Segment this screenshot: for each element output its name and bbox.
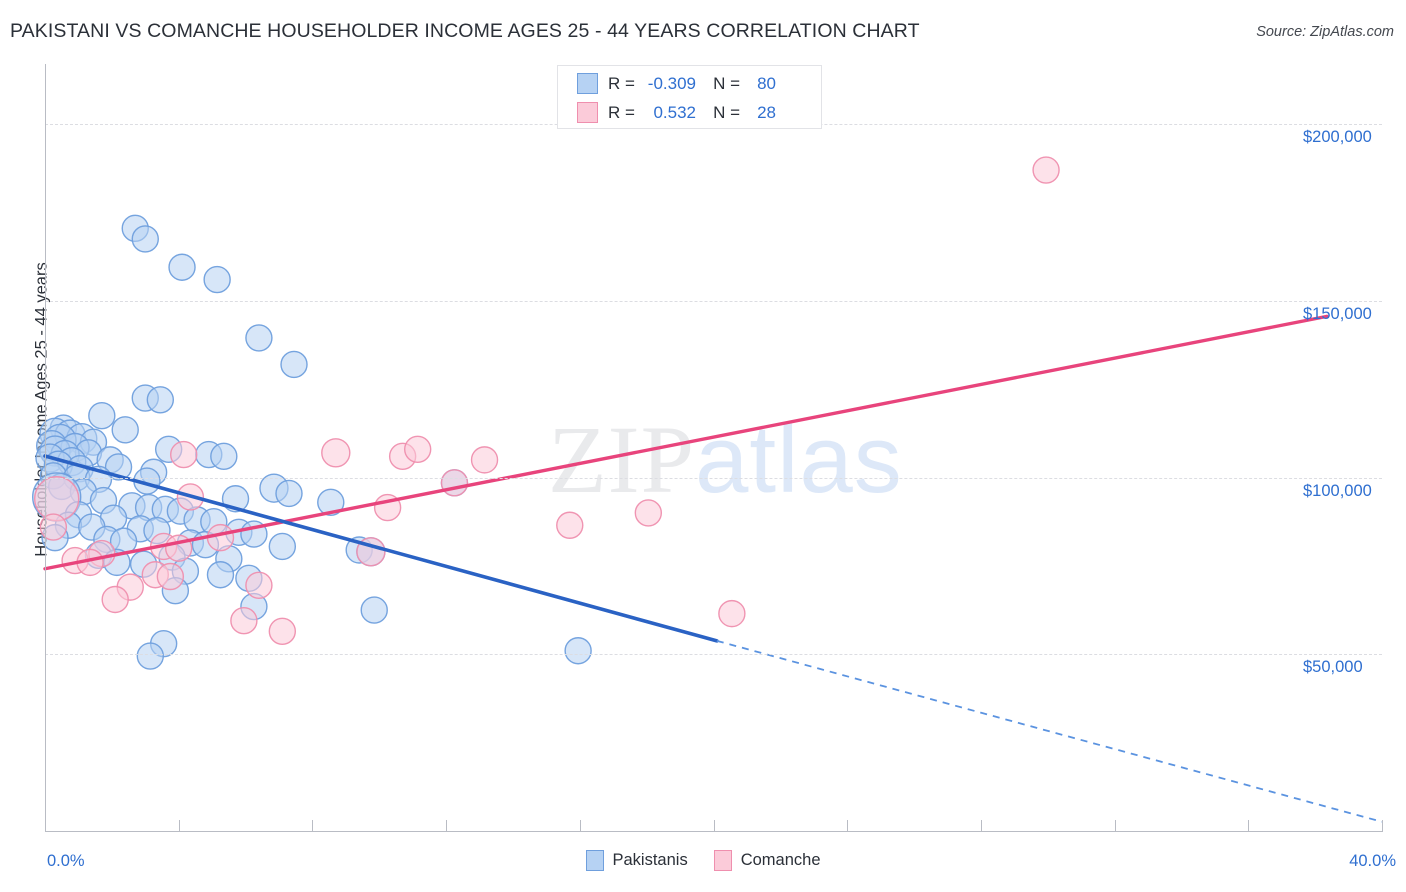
x-tick-mark — [713, 820, 715, 832]
y-tick-label: $50,000 — [1303, 658, 1363, 677]
x-tick-mark — [312, 820, 314, 832]
legend-swatch-pakistanis — [585, 850, 604, 871]
data-point — [101, 585, 129, 614]
data-point — [88, 401, 116, 430]
data-point — [206, 561, 235, 589]
stats-n-value-1: 80 — [757, 73, 776, 93]
data-point — [39, 513, 68, 541]
trendline-pakistanis-extrapolated — [716, 639, 1383, 823]
data-point — [168, 253, 196, 281]
data-point — [275, 479, 303, 508]
data-point — [360, 596, 388, 624]
stats-n-label-2: N = — [713, 102, 740, 122]
x-tick-mark — [1382, 820, 1383, 832]
data-point — [170, 440, 198, 469]
stats-r-value-1: -0.309 — [647, 73, 696, 93]
data-point — [230, 606, 258, 635]
trendline-comanche — [43, 314, 1329, 571]
data-point — [111, 416, 139, 444]
series-comanche — [34, 156, 1060, 645]
data-point — [203, 265, 231, 294]
correlation-stats-box: R = -0.309 N = 80 R = 0.532 N = 28 — [557, 65, 822, 129]
stats-r-label-1: R = — [608, 73, 635, 93]
data-point — [440, 469, 469, 497]
y-tick-label: $150,000 — [1303, 304, 1372, 323]
x-tick-mark — [178, 820, 180, 832]
data-point — [321, 438, 351, 468]
data-point — [1032, 156, 1060, 184]
stats-n-value-2: 28 — [757, 102, 776, 122]
data-point — [470, 446, 499, 474]
x-axis-line — [45, 831, 1382, 832]
data-point — [403, 435, 432, 463]
stats-row-comanche: R = 0.532 N = 28 — [577, 99, 776, 126]
data-point — [245, 571, 273, 600]
stats-swatch-pakistanis — [577, 73, 598, 94]
stats-row-pakistanis: R = -0.309 N = 80 — [577, 70, 776, 97]
trendline-pakistanis — [43, 454, 719, 643]
x-tick-mark — [1114, 820, 1116, 832]
data-point — [245, 324, 273, 352]
x-axis-max-label: 40.0% — [1349, 852, 1396, 870]
x-tick-mark — [446, 820, 448, 832]
x-tick-mark — [1248, 820, 1250, 832]
data-point — [317, 488, 345, 516]
data-point — [556, 511, 584, 539]
data-point — [634, 499, 663, 527]
gridline — [45, 654, 1382, 656]
stats-r-value-2: 0.532 — [653, 102, 696, 122]
legend-swatch-comanche — [713, 850, 732, 871]
data-point — [146, 386, 175, 414]
data-point — [131, 225, 159, 253]
source-attribution: Source: ZipAtlas.com — [1256, 24, 1394, 40]
x-tick-mark — [579, 820, 581, 832]
y-tick-label: $100,000 — [1303, 481, 1372, 500]
gridline — [45, 300, 1382, 302]
x-tick-mark — [847, 820, 849, 832]
data-point — [136, 642, 164, 670]
stats-n-label-1: N = — [713, 73, 740, 93]
y-tick-label: $200,000 — [1303, 128, 1372, 147]
data-point — [718, 599, 746, 628]
stats-swatch-comanche — [577, 102, 598, 123]
legend-item-comanche[interactable]: Comanche — [713, 850, 821, 871]
x-tick-mark — [980, 820, 982, 832]
legend-label-pakistanis: Pakistanis — [612, 851, 688, 869]
series-legend: Pakistanis Comanche — [0, 850, 1406, 871]
gridline — [45, 477, 1382, 479]
y-axis-line — [45, 64, 46, 832]
data-point — [156, 562, 185, 591]
data-point — [268, 532, 297, 561]
legend-item-pakistanis[interactable]: Pakistanis — [585, 850, 688, 871]
series-pakistanis — [32, 214, 592, 670]
data-point — [210, 442, 238, 471]
legend-label-comanche: Comanche — [740, 851, 821, 869]
data-point — [280, 350, 308, 379]
data-point — [268, 617, 297, 645]
page-title: PAKISTANI VS COMANCHE HOUSEHOLDER INCOME… — [10, 20, 920, 42]
data-point — [564, 637, 592, 665]
x-axis-min-label: 0.0% — [47, 852, 85, 870]
stats-r-label-2: R = — [608, 102, 635, 122]
